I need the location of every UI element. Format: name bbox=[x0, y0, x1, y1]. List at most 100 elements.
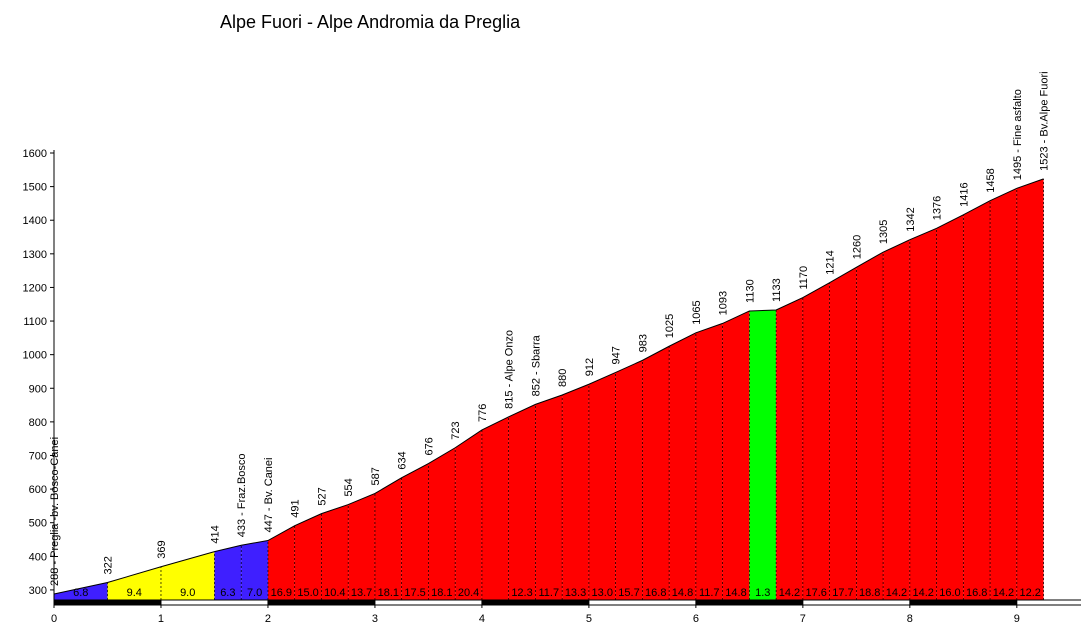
y-tick-label: 400 bbox=[29, 551, 47, 563]
elevation-label: 723 bbox=[450, 421, 462, 439]
elevation-label: 1495 - Fine asfalto bbox=[1012, 89, 1024, 180]
segment bbox=[428, 447, 456, 600]
segment bbox=[883, 239, 910, 600]
elevation-label: 852 - Sbarra bbox=[530, 334, 542, 396]
gradient-label: 14.2 bbox=[886, 587, 907, 599]
segment bbox=[562, 384, 589, 600]
gradient-label: 15.7 bbox=[618, 587, 639, 599]
gradient-label: 12.3 bbox=[511, 587, 532, 599]
segment bbox=[669, 332, 696, 600]
gradient-label: 14.8 bbox=[725, 587, 746, 599]
y-tick-label: 1200 bbox=[23, 282, 47, 294]
y-tick-label: 1400 bbox=[23, 215, 47, 227]
gradient-label: 18.8 bbox=[859, 587, 880, 599]
elevation-label: 1170 bbox=[798, 266, 810, 290]
gradient-label: 7.0 bbox=[247, 587, 262, 599]
elevation-label: 815 - Alpe Onzo bbox=[504, 330, 516, 409]
gradient-label: 14.2 bbox=[779, 587, 800, 599]
gradient-label: 17.5 bbox=[404, 587, 425, 599]
gradient-label: 13.7 bbox=[351, 587, 372, 599]
elevation-label: 1130 bbox=[744, 279, 756, 303]
gradient-label: 10.4 bbox=[324, 587, 345, 599]
gradient-label: 11.7 bbox=[699, 587, 720, 599]
elevation-label: 880 bbox=[557, 369, 569, 387]
elevation-label: 947 bbox=[611, 346, 623, 364]
elevation-label: 414 bbox=[209, 525, 221, 543]
gradient-label: 9.0 bbox=[180, 587, 195, 599]
y-tick-label: 800 bbox=[29, 417, 47, 429]
elevation-label: 776 bbox=[477, 404, 489, 422]
segment bbox=[267, 525, 295, 600]
elevation-label: 912 bbox=[584, 358, 596, 376]
segment bbox=[535, 394, 563, 600]
segment bbox=[615, 360, 643, 600]
km-bar bbox=[909, 600, 1017, 605]
gradient-label: 14.8 bbox=[672, 587, 693, 599]
elevation-label: 369 bbox=[156, 540, 168, 558]
elevation-label: 491 bbox=[290, 499, 302, 517]
segment bbox=[802, 282, 830, 600]
segment bbox=[990, 188, 1017, 600]
gradient-label: 14.2 bbox=[993, 587, 1014, 599]
y-tick-label: 600 bbox=[29, 484, 47, 496]
segment bbox=[722, 310, 750, 600]
elevation-label: 1376 bbox=[932, 196, 944, 220]
gradient-label: 20.4 bbox=[458, 587, 479, 599]
elevation-label: 634 bbox=[397, 451, 409, 469]
gradient-label: 11.7 bbox=[538, 587, 559, 599]
km-bar bbox=[481, 600, 589, 605]
x-tick-label: 3 bbox=[372, 613, 378, 625]
km-bar bbox=[695, 600, 803, 605]
elevation-label: 1523 - Bv.Alpe Fuori bbox=[1039, 71, 1051, 170]
segment bbox=[776, 297, 803, 600]
y-tick-label: 700 bbox=[29, 450, 47, 462]
segment bbox=[401, 463, 429, 600]
x-tick-label: 0 bbox=[51, 613, 57, 625]
segment bbox=[294, 513, 322, 600]
x-tick-label: 1 bbox=[158, 613, 164, 625]
y-tick-label: 500 bbox=[29, 518, 47, 530]
x-tick-label: 2 bbox=[265, 613, 271, 625]
segment bbox=[695, 323, 723, 600]
elevation-label: 1065 bbox=[691, 300, 703, 324]
segment bbox=[455, 429, 482, 600]
gradient-label: 12.2 bbox=[1019, 587, 1040, 599]
gradient-label: 13.3 bbox=[565, 587, 586, 599]
gradient-label: 6.3 bbox=[220, 587, 235, 599]
km-bar bbox=[54, 600, 161, 605]
gradient-label: 16.8 bbox=[645, 587, 666, 599]
segment bbox=[963, 200, 991, 601]
y-tick-label: 1500 bbox=[23, 182, 47, 194]
y-tick-label: 1100 bbox=[23, 316, 47, 328]
gradient-label: 16.9 bbox=[271, 587, 292, 599]
gradient-label: 1.3 bbox=[755, 587, 770, 599]
y-tick-label: 300 bbox=[29, 585, 47, 597]
segment bbox=[829, 267, 857, 600]
gradient-label: 14.2 bbox=[912, 587, 933, 599]
elevation-label: 1458 bbox=[985, 168, 997, 192]
gradient-label: 9.4 bbox=[127, 587, 142, 599]
segment bbox=[909, 228, 937, 600]
gradient-label: 16.0 bbox=[939, 587, 960, 599]
y-tick-label: 1300 bbox=[23, 249, 47, 261]
elevation-label: 527 bbox=[316, 487, 328, 505]
segment bbox=[936, 214, 964, 600]
segment bbox=[348, 493, 375, 600]
segment bbox=[214, 545, 242, 600]
segment bbox=[508, 404, 536, 600]
gradient-label: 13.0 bbox=[592, 587, 613, 599]
elevation-label: 433 - Fraz.Bosco bbox=[236, 453, 248, 537]
elevation-label: 447 - Bv. Canei bbox=[263, 457, 275, 532]
x-tick-label: 7 bbox=[800, 613, 806, 625]
segment bbox=[481, 416, 509, 600]
segment bbox=[642, 346, 670, 600]
x-tick-label: 8 bbox=[907, 613, 913, 625]
profile-line bbox=[53, 178, 1044, 595]
segment bbox=[856, 252, 884, 601]
gradient-label: 6.8 bbox=[73, 587, 88, 599]
gradient-label: 17.7 bbox=[832, 587, 853, 599]
gradient-label: 18.1 bbox=[431, 587, 452, 599]
elevation-label: 1342 bbox=[905, 207, 917, 231]
elevation-label: 1214 bbox=[825, 250, 837, 274]
elevation-label: 288 - Preglia -bv. Bosco-Canei bbox=[49, 437, 61, 586]
